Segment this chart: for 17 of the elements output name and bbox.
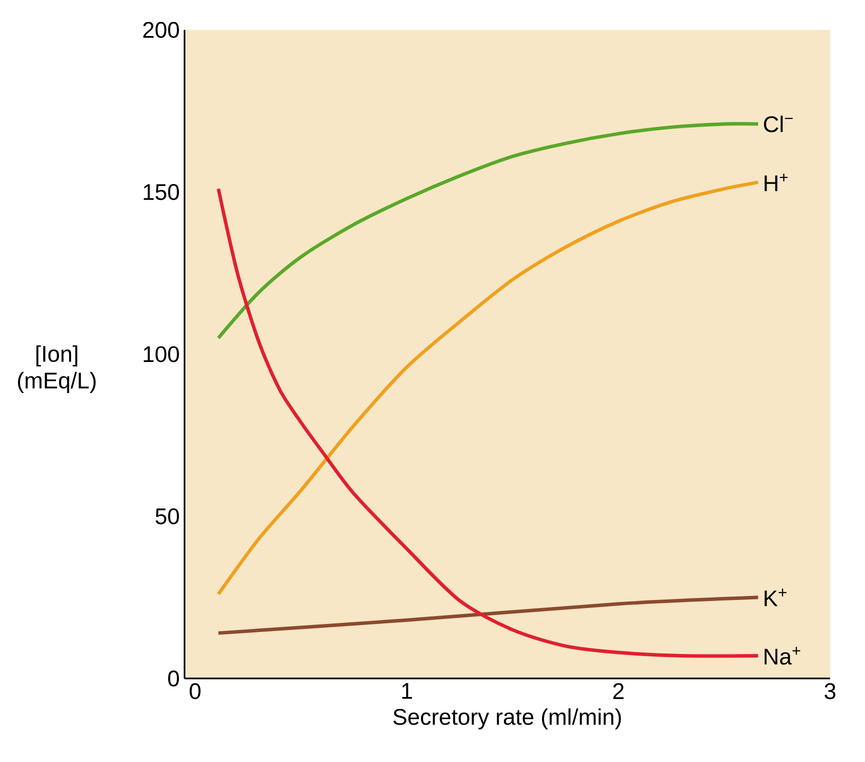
series-label: Cl$^{−}$ (764, 116, 793, 132)
series-label: K$^{+}$ (764, 588, 786, 606)
y-tick-label: 100 (144, 346, 179, 362)
x-tick-label: 2 (613, 683, 624, 699)
y-tick-label: 150 (144, 184, 179, 200)
y-tick-label: 0 (168, 670, 179, 686)
line-series (216, 122, 760, 340)
series-label: H$^{+}$ (764, 173, 788, 191)
x-tick-label: 0 (190, 683, 201, 700)
y-axis-title: [Ion] (mEq/L) (18, 345, 96, 393)
x-axis-title: Secretory rate (ml/min) (393, 708, 621, 730)
x-tick-label: 1 (402, 683, 412, 699)
y-tick-label: 200 (143, 22, 179, 38)
line-series (216, 596, 760, 635)
y-tick-label: 50 (156, 508, 179, 524)
series-label: Na$^{+}$ (764, 646, 800, 664)
x-tick-label: 3 (824, 683, 836, 700)
